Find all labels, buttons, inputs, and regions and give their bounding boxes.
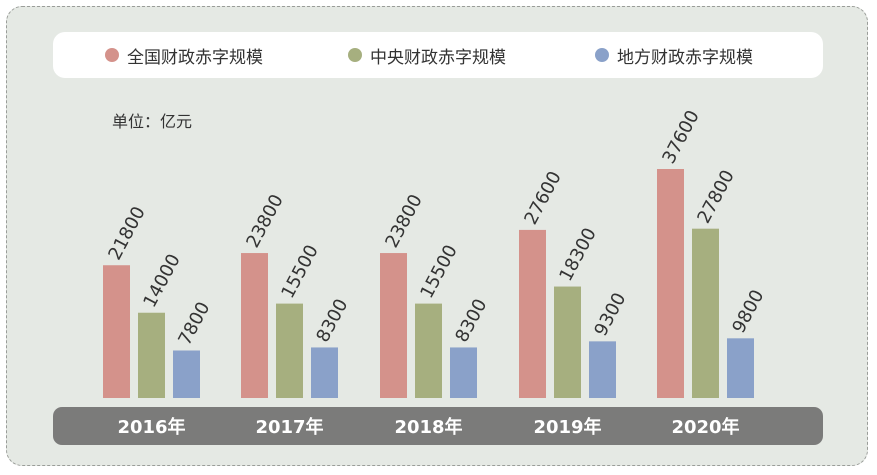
data-label-local-2019年: 9300 [590, 289, 630, 339]
data-label-national-2017年: 23800 [242, 191, 287, 251]
data-label-national-2016年: 21800 [104, 203, 149, 263]
data-label-national-2018年: 23800 [381, 191, 426, 251]
x-axis-band [53, 407, 823, 445]
legend-label-national: 全国财政赤字规模 [127, 47, 263, 68]
bar-national-2017年 [241, 253, 268, 398]
legend: 全国财政赤字规模 中央财政赤字规模 地方财政赤字规模 [53, 32, 823, 78]
data-label-national-2020年: 37600 [658, 107, 703, 167]
data-label-central-2017年: 15500 [277, 242, 322, 302]
legend-swatch-national [105, 48, 119, 62]
legend-item-central: 中央财政赤字规模 [348, 32, 506, 78]
bar-central-2017年 [276, 303, 303, 398]
data-label-local-2018年: 8300 [451, 295, 491, 345]
x-tick-label: 2019年 [533, 416, 601, 438]
bar-central-2020年 [692, 228, 719, 398]
data-label-local-2016年: 7800 [174, 299, 214, 349]
bar-central-2018年 [415, 303, 442, 398]
x-tick-label: 2018年 [394, 416, 462, 438]
data-label-central-2016年: 14000 [139, 251, 184, 311]
bar-national-2018年 [380, 253, 407, 398]
data-label-central-2018年: 15500 [416, 242, 461, 302]
data-label-local-2020年: 9800 [728, 286, 768, 336]
bar-national-2020年 [657, 169, 684, 398]
bar-local-2020年 [727, 338, 754, 398]
data-label-central-2020年: 27800 [693, 167, 738, 227]
x-tick-label: 2016年 [117, 416, 185, 438]
data-label-national-2019年: 27600 [520, 168, 565, 228]
bar-central-2019年 [554, 286, 581, 398]
legend-swatch-local [595, 48, 609, 62]
data-label-local-2017年: 8300 [312, 295, 352, 345]
legend-item-national: 全国财政赤字规模 [105, 32, 263, 78]
bar-central-2016年 [138, 312, 165, 398]
legend-label-central: 中央财政赤字规模 [370, 47, 506, 68]
legend-item-local: 地方财政赤字规模 [595, 32, 753, 78]
x-tick-label: 2017年 [255, 416, 323, 438]
data-label-central-2019年: 18300 [555, 224, 600, 284]
unit-label: 单位：亿元 [112, 112, 193, 131]
bar-local-2018年 [450, 347, 477, 398]
x-tick-label: 2020年 [671, 416, 739, 438]
bar-local-2017年 [311, 347, 338, 398]
bar-local-2019年 [589, 341, 616, 398]
bar-national-2016年 [103, 265, 130, 398]
legend-label-local: 地方财政赤字规模 [617, 47, 753, 68]
legend-swatch-central [348, 48, 362, 62]
bar-national-2019年 [519, 229, 546, 398]
bar-local-2016年 [173, 350, 200, 398]
